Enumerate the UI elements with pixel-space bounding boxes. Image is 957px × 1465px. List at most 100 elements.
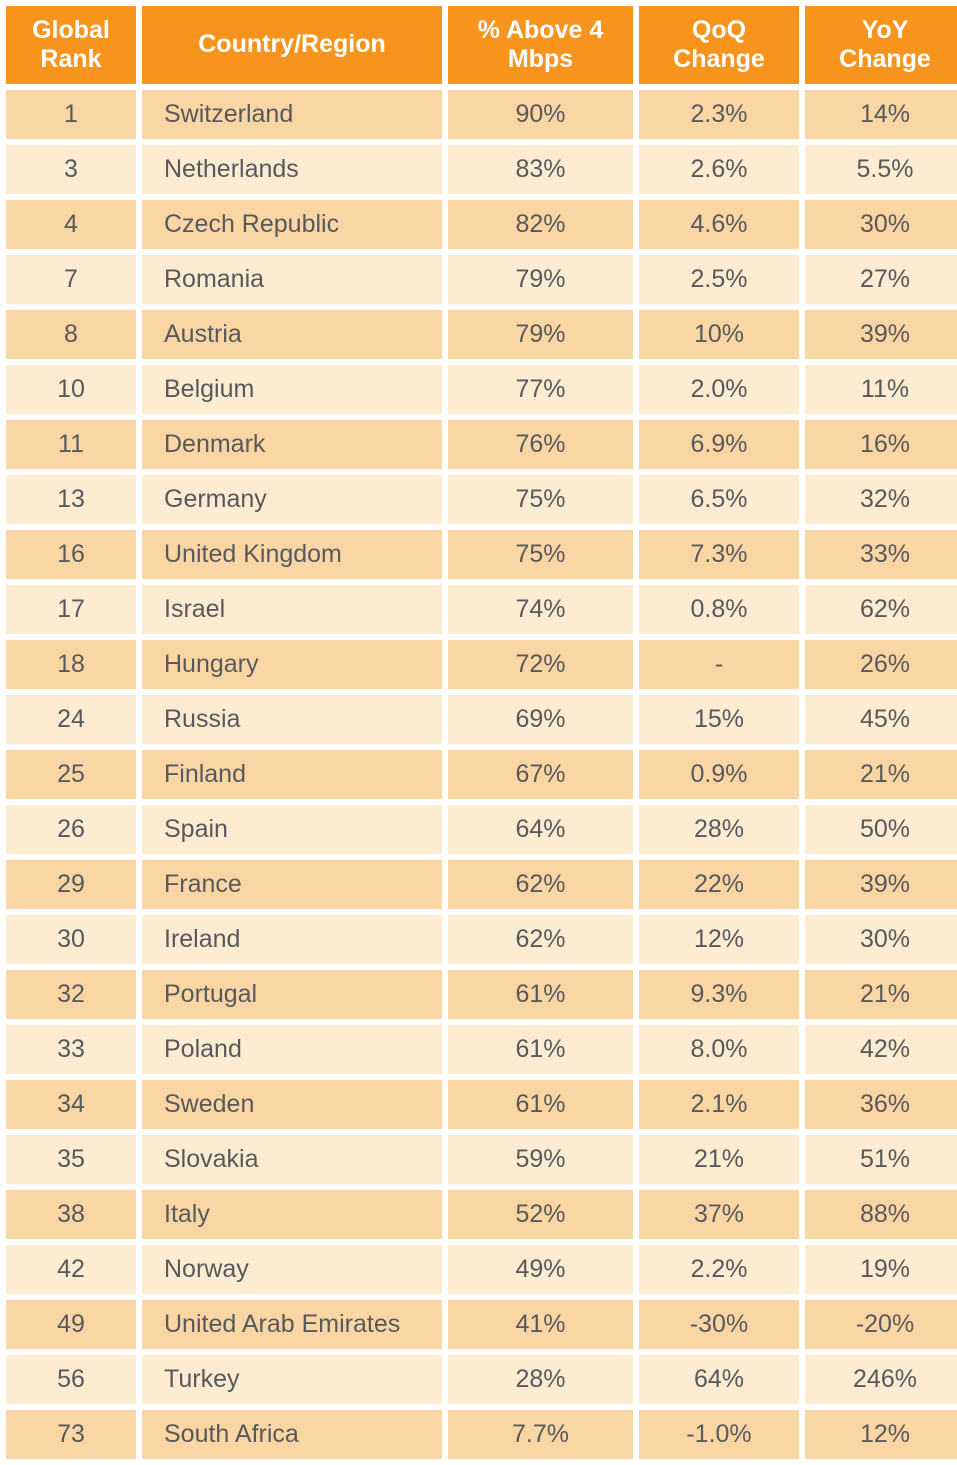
cell-country: Switzerland — [142, 90, 442, 139]
table-row: 8Austria79%10%39% — [6, 310, 957, 359]
cell-yoy: 50% — [805, 805, 957, 854]
cell-qoq: 0.9% — [639, 750, 799, 799]
cell-above4: 62% — [448, 915, 633, 964]
cell-above4: 75% — [448, 475, 633, 524]
cell-qoq: 6.9% — [639, 420, 799, 469]
cell-above4: 28% — [448, 1355, 633, 1404]
cell-rank: 24 — [6, 695, 136, 744]
cell-above4: 64% — [448, 805, 633, 854]
cell-yoy: 62% — [805, 585, 957, 634]
cell-rank: 4 — [6, 200, 136, 249]
cell-country: Denmark — [142, 420, 442, 469]
cell-above4: 59% — [448, 1135, 633, 1184]
table-row: 29France62%22%39% — [6, 860, 957, 909]
table-row: 35Slovakia59%21%51% — [6, 1135, 957, 1184]
cell-rank: 42 — [6, 1245, 136, 1294]
cell-rank: 33 — [6, 1025, 136, 1074]
cell-country: South Africa — [142, 1410, 442, 1459]
cell-rank: 1 — [6, 90, 136, 139]
table-body: 1Switzerland90%2.3%14%3Netherlands83%2.6… — [6, 90, 957, 1459]
cell-above4: 52% — [448, 1190, 633, 1239]
cell-yoy: 26% — [805, 640, 957, 689]
table-row: 13Germany75%6.5%32% — [6, 475, 957, 524]
cell-country: Norway — [142, 1245, 442, 1294]
table-row: 4Czech Republic82%4.6%30% — [6, 200, 957, 249]
table-row: 34Sweden61%2.1%36% — [6, 1080, 957, 1129]
cell-qoq: 8.0% — [639, 1025, 799, 1074]
cell-yoy: 14% — [805, 90, 957, 139]
cell-yoy: 36% — [805, 1080, 957, 1129]
cell-qoq: 2.1% — [639, 1080, 799, 1129]
cell-country: Netherlands — [142, 145, 442, 194]
cell-yoy: 45% — [805, 695, 957, 744]
cell-yoy: 32% — [805, 475, 957, 524]
cell-rank: 11 — [6, 420, 136, 469]
table-row: 38Italy52%37%88% — [6, 1190, 957, 1239]
cell-yoy: 30% — [805, 200, 957, 249]
cell-country: Austria — [142, 310, 442, 359]
cell-yoy: 5.5% — [805, 145, 957, 194]
cell-rank: 13 — [6, 475, 136, 524]
table-row: 3Netherlands83%2.6%5.5% — [6, 145, 957, 194]
cell-above4: 61% — [448, 970, 633, 1019]
cell-yoy: 16% — [805, 420, 957, 469]
cell-country: Poland — [142, 1025, 442, 1074]
table-row: 24Russia69%15%45% — [6, 695, 957, 744]
cell-above4: 74% — [448, 585, 633, 634]
cell-qoq: 12% — [639, 915, 799, 964]
cell-rank: 35 — [6, 1135, 136, 1184]
cell-qoq: -1.0% — [639, 1410, 799, 1459]
cell-qoq: 2.6% — [639, 145, 799, 194]
cell-rank: 17 — [6, 585, 136, 634]
cell-qoq: 4.6% — [639, 200, 799, 249]
table-row: 7Romania79%2.5%27% — [6, 255, 957, 304]
cell-yoy: 88% — [805, 1190, 957, 1239]
table-row: 32Portugal61%9.3%21% — [6, 970, 957, 1019]
cell-yoy: -20% — [805, 1300, 957, 1349]
cell-above4: 75% — [448, 530, 633, 579]
cell-qoq: 6.5% — [639, 475, 799, 524]
cell-country: United Kingdom — [142, 530, 442, 579]
cell-country: United Arab Emirates — [142, 1300, 442, 1349]
cell-qoq: 15% — [639, 695, 799, 744]
cell-rank: 7 — [6, 255, 136, 304]
cell-above4: 61% — [448, 1080, 633, 1129]
cell-rank: 29 — [6, 860, 136, 909]
cell-above4: 62% — [448, 860, 633, 909]
cell-yoy: 27% — [805, 255, 957, 304]
table-row: 25Finland67%0.9%21% — [6, 750, 957, 799]
cell-qoq: 22% — [639, 860, 799, 909]
cell-above4: 61% — [448, 1025, 633, 1074]
table-row: 56Turkey28%64%246% — [6, 1355, 957, 1404]
cell-qoq: 2.0% — [639, 365, 799, 414]
cell-yoy: 33% — [805, 530, 957, 579]
cell-country: Slovakia — [142, 1135, 442, 1184]
cell-country: Turkey — [142, 1355, 442, 1404]
cell-rank: 34 — [6, 1080, 136, 1129]
cell-rank: 3 — [6, 145, 136, 194]
cell-country: Belgium — [142, 365, 442, 414]
header-country: Country/Region — [142, 6, 442, 84]
table-row: 11Denmark76%6.9%16% — [6, 420, 957, 469]
cell-qoq: 0.8% — [639, 585, 799, 634]
cell-rank: 16 — [6, 530, 136, 579]
cell-rank: 8 — [6, 310, 136, 359]
cell-country: Czech Republic — [142, 200, 442, 249]
cell-yoy: 21% — [805, 970, 957, 1019]
cell-country: Israel — [142, 585, 442, 634]
table-row: 18Hungary72%-26% — [6, 640, 957, 689]
cell-country: Romania — [142, 255, 442, 304]
cell-yoy: 39% — [805, 860, 957, 909]
cell-above4: 41% — [448, 1300, 633, 1349]
cell-above4: 82% — [448, 200, 633, 249]
table-row: 30Ireland62%12%30% — [6, 915, 957, 964]
cell-above4: 83% — [448, 145, 633, 194]
cell-qoq: 28% — [639, 805, 799, 854]
table-row: 49United Arab Emirates41%-30%-20% — [6, 1300, 957, 1349]
cell-country: Germany — [142, 475, 442, 524]
cell-rank: 56 — [6, 1355, 136, 1404]
cell-yoy: 19% — [805, 1245, 957, 1294]
table-row: 16United Kingdom75%7.3%33% — [6, 530, 957, 579]
cell-qoq: 2.3% — [639, 90, 799, 139]
table-header: Global Rank Country/Region % Above 4 Mbp… — [6, 6, 957, 84]
